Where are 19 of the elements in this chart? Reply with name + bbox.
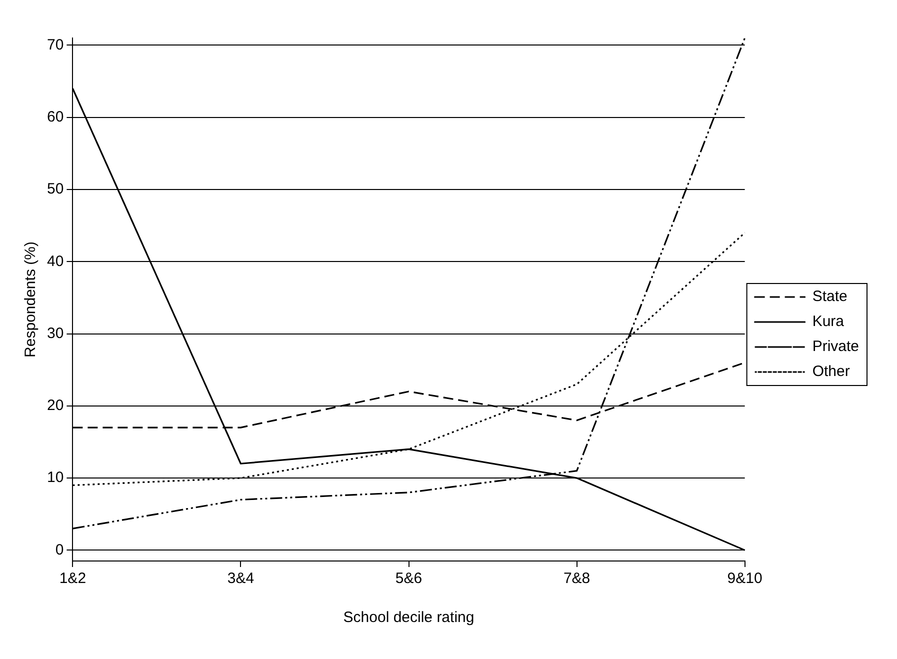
x-tick-label: 7&8 [563, 570, 590, 588]
y-tick-label: 0 [55, 541, 64, 558]
y-tick-label: 40 [46, 252, 64, 270]
x-tick-label: 1&2 [59, 570, 86, 588]
x-tick-label: 9&10 [727, 570, 762, 588]
legend-label: State [812, 288, 848, 306]
y-tick-label: 20 [46, 397, 64, 414]
y-tick-label: 10 [46, 469, 64, 486]
y-tick-label: 60 [46, 108, 64, 126]
y-tick-label: 70 [46, 36, 64, 54]
y-tick-label: 50 [46, 180, 64, 198]
y-tick-label: 30 [46, 324, 64, 342]
y-axis-title: Respondents (%) [22, 242, 40, 358]
x-tick-label: 5&6 [395, 570, 422, 588]
legend-label: Kura [812, 313, 845, 330]
legend-label: Private [812, 338, 860, 356]
x-tick-label: 3&4 [227, 570, 254, 588]
legend-label: Other [812, 363, 850, 380]
x-axis-title: School decile rating [343, 609, 474, 626]
